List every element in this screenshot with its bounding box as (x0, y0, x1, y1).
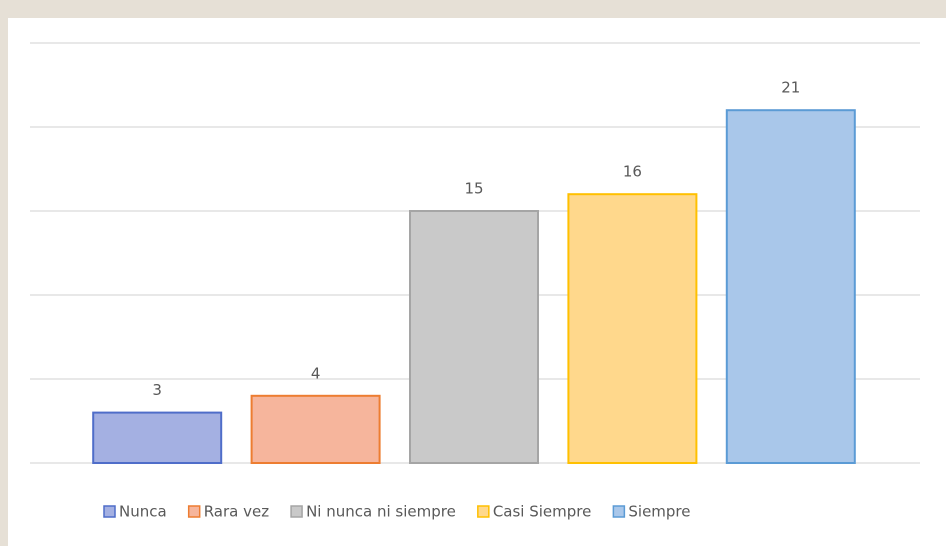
bar (409, 210, 539, 464)
legend-swatch (103, 505, 116, 518)
legend-label: Casi Siempre (493, 503, 592, 521)
legend-label: Nunca (119, 503, 167, 521)
legend-swatch (612, 505, 626, 518)
data-label: 4 (311, 364, 321, 382)
data-label: 21 (781, 79, 800, 97)
bar (250, 394, 381, 464)
data-label: 16 (623, 163, 642, 181)
legend-label: Ni nunca ni siempre (306, 503, 456, 521)
legend-swatch (290, 505, 303, 518)
legend-label: Rara vez (204, 503, 270, 521)
bar (567, 193, 698, 464)
legend-label: Siempre (628, 503, 690, 521)
legend-swatch (187, 505, 201, 518)
legend-swatch (477, 505, 490, 518)
bar (92, 411, 223, 465)
data-label: 3 (152, 381, 162, 399)
data-label: 15 (464, 180, 483, 198)
bar (725, 109, 856, 464)
